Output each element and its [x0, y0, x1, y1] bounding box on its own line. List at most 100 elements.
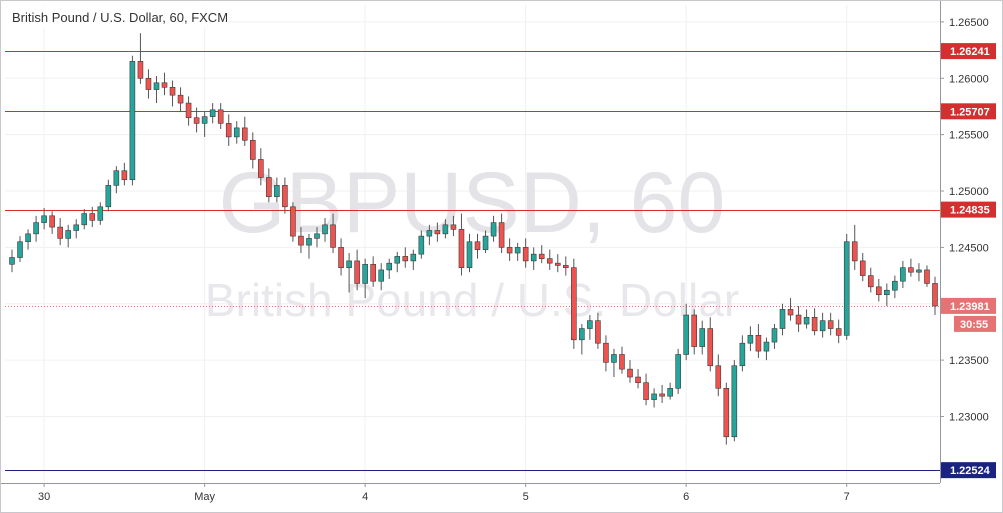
- chart-title: British Pound / U.S. Dollar, 60, FXCM: [12, 10, 228, 25]
- candle-body-down: [121, 170, 128, 181]
- candle-body-up: [819, 320, 826, 332]
- candle: [386, 258, 393, 279]
- candle-body-up: [153, 82, 160, 90]
- level-tag-label: 1.25707: [950, 106, 990, 118]
- y-tick-label: 1.26500: [949, 17, 989, 29]
- candle: [747, 326, 754, 352]
- candle-body-down: [434, 230, 441, 235]
- candle-body-up: [362, 263, 368, 284]
- level-tag-label: 1.24835: [950, 205, 990, 217]
- candle-body-up: [587, 320, 593, 329]
- candle-body-up: [17, 241, 23, 258]
- candle: [787, 298, 794, 321]
- y-tick-label: 1.23500: [949, 355, 989, 367]
- candle-body-down: [908, 267, 914, 273]
- candle: [201, 112, 208, 137]
- candle-body-up: [892, 280, 898, 291]
- candle: [571, 258, 577, 349]
- candle-body-down: [522, 247, 529, 262]
- candle: [884, 283, 890, 307]
- candle: [699, 320, 706, 355]
- candle-body-down: [643, 382, 649, 400]
- candle: [731, 360, 738, 442]
- candle: [129, 55, 136, 186]
- candle: [250, 132, 256, 169]
- candle: [41, 207, 47, 230]
- candle: [595, 312, 601, 349]
- candle: [755, 324, 762, 358]
- candle-body-up: [426, 230, 433, 237]
- watermark-description: British Pound / U.S. Dollar: [205, 274, 739, 326]
- candle: [434, 222, 441, 242]
- candle-body-up: [442, 224, 449, 235]
- candle-body-down: [619, 354, 625, 370]
- candle-body-down: [932, 283, 938, 307]
- candle: [161, 72, 168, 96]
- candle: [65, 224, 71, 248]
- candle: [739, 335, 746, 372]
- candle-body-up: [771, 328, 778, 343]
- candle: [771, 324, 778, 349]
- candle: [153, 76, 160, 104]
- candle: [723, 382, 730, 445]
- candle: [916, 263, 922, 282]
- candle: [811, 308, 818, 336]
- candle: [587, 315, 593, 340]
- candle-body-up: [386, 262, 393, 271]
- candle-body-down: [458, 229, 465, 268]
- candle: [17, 236, 23, 263]
- candle-body-down: [225, 123, 232, 138]
- candle: [876, 278, 882, 302]
- candle: [627, 360, 633, 383]
- candle: [763, 337, 770, 361]
- candle: [506, 238, 513, 261]
- candle: [442, 219, 449, 239]
- level-tag-label: 1.26241: [950, 46, 990, 58]
- candle: [867, 267, 874, 293]
- candle: [514, 242, 521, 261]
- price-axis-background: [940, 0, 1003, 513]
- candle-body-up: [611, 354, 617, 363]
- level-tag-bg: [941, 43, 996, 60]
- candle: [33, 215, 39, 242]
- candle: [410, 249, 417, 270]
- candle: [851, 224, 858, 270]
- candle: [330, 213, 336, 254]
- candle-body-up: [466, 241, 473, 268]
- level-tag-label: 1.22524: [950, 465, 991, 477]
- candle: [426, 224, 433, 246]
- candle: [707, 317, 714, 372]
- candle: [683, 303, 689, 361]
- candle-body-up: [779, 309, 786, 329]
- candle-body-up: [41, 215, 47, 223]
- candle-body-down: [635, 376, 641, 383]
- candle-body-down: [867, 275, 874, 288]
- x-tick-label: May: [194, 491, 215, 503]
- candle-body-down: [217, 109, 224, 124]
- candle-body-down: [145, 77, 152, 90]
- candle: [474, 233, 481, 259]
- candle: [715, 354, 722, 397]
- candle: [113, 166, 120, 194]
- candle-body-up: [747, 335, 754, 344]
- x-tick-label: 7: [844, 491, 850, 503]
- candle-body-up: [113, 170, 120, 186]
- candle-body-down: [298, 235, 304, 246]
- candle-body-down: [169, 86, 176, 96]
- candle-body-down: [498, 222, 505, 248]
- candle-body-down: [266, 177, 272, 197]
- x-tick-label: 5: [523, 491, 529, 503]
- candle-body-up: [490, 222, 497, 237]
- x-tick-label: 30: [38, 491, 50, 503]
- candle-body-down: [787, 309, 794, 316]
- candle-body-down: [811, 316, 818, 332]
- candle-body-up: [699, 328, 706, 347]
- candle-body-up: [843, 241, 850, 336]
- candle: [145, 69, 152, 99]
- candle: [370, 256, 376, 287]
- candle-body-up: [667, 388, 673, 397]
- x-tick-label: 6: [683, 491, 689, 503]
- candle: [635, 369, 641, 389]
- candle-body-up: [25, 233, 31, 243]
